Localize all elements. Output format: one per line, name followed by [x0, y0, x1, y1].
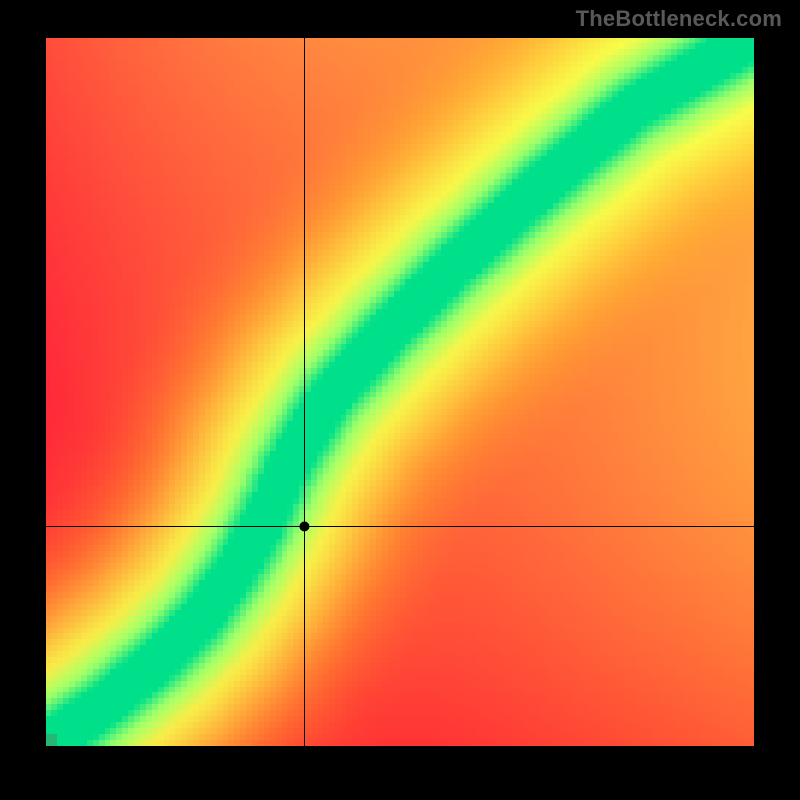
watermark-text: TheBottleneck.com [576, 6, 782, 32]
crosshair-vertical [304, 38, 305, 746]
heatmap-canvas [46, 38, 754, 746]
chart-container: TheBottleneck.com [0, 0, 800, 800]
crosshair-horizontal [46, 526, 754, 527]
